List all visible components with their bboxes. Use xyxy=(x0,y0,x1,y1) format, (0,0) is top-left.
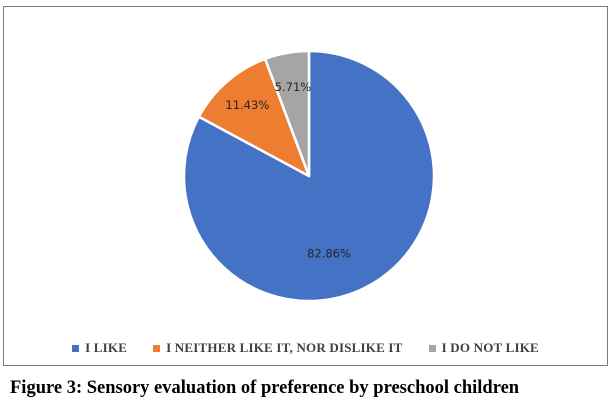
legend-swatch xyxy=(153,344,161,352)
data-label-1: 82.86% xyxy=(307,247,351,261)
legend-item-3: I DO NOT LIKE xyxy=(428,340,539,356)
chart-legend: I LIKE I NEITHER LIKE IT, NOR DISLIKE IT I… xyxy=(4,340,607,356)
data-label-3: 5.71% xyxy=(275,80,312,94)
legend-label: I DO NOT LIKE xyxy=(441,340,539,355)
pie-chart: 82.86% 11.43% 5.71% xyxy=(182,49,436,303)
data-label-2: 11.43% xyxy=(225,98,269,112)
figure-caption: Figure 3: Sensory evaluation of preferen… xyxy=(10,378,520,398)
pie-slice-2 xyxy=(197,57,311,178)
legend-item-1: I LIKE xyxy=(72,340,127,356)
legend-item-2: I NEITHER LIKE IT, NOR DISLIKE IT xyxy=(153,340,402,356)
pie-slice-3 xyxy=(263,49,311,178)
legend-label: I LIKE xyxy=(85,340,128,355)
legend-swatch xyxy=(72,344,80,352)
legend-swatch xyxy=(428,344,436,352)
chart-area: 82.86% 11.43% 5.71% I LIKE I NEITHER LIKE I… xyxy=(3,6,608,366)
legend-label: I NEITHER LIKE IT, NOR DISLIKE IT xyxy=(166,340,403,355)
